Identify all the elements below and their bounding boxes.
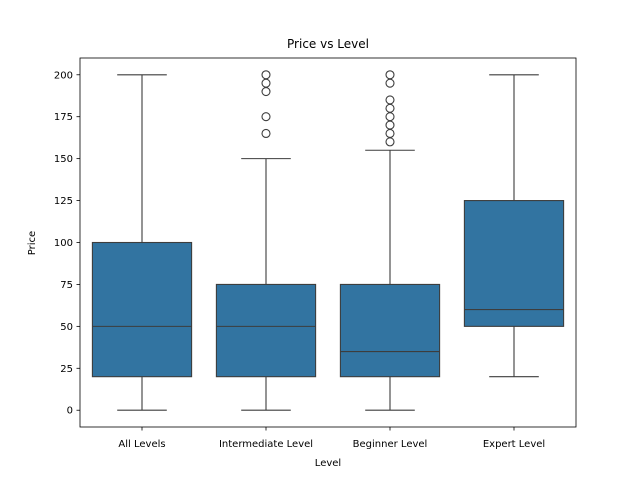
- outlier-point: [385, 78, 395, 88]
- x-tick-label: Beginner Level: [353, 439, 428, 450]
- y-tick-label: 175: [54, 112, 73, 123]
- box-iqr: [215, 283, 317, 378]
- box-iqr: [463, 200, 565, 327]
- box-group: [215, 70, 317, 411]
- box-group: [91, 74, 193, 411]
- outlier-point: [261, 78, 271, 88]
- outlier-point: [261, 128, 271, 139]
- outlier-point: [385, 137, 395, 147]
- y-axis-title: Price: [27, 231, 38, 255]
- y-tick-label: 150: [54, 154, 73, 165]
- x-tick-label: Expert Level: [483, 439, 545, 450]
- y-tick-label: 75: [60, 280, 73, 291]
- box-group: [339, 70, 441, 411]
- y-tick-label: 200: [54, 70, 73, 81]
- y-tick-label: 25: [60, 364, 73, 375]
- y-axis: 0 25 50 75 100 125 150 175 200: [54, 70, 80, 417]
- plot-area: [91, 70, 565, 411]
- outlier-point: [385, 112, 395, 122]
- chart-title: Price vs Level: [287, 37, 369, 51]
- outlier-point: [385, 95, 395, 105]
- outlier-point: [385, 120, 395, 130]
- outlier-point: [385, 128, 395, 139]
- outlier-point: [385, 70, 395, 80]
- x-axis-title: Level: [315, 458, 341, 469]
- x-tick-label: All Levels: [118, 439, 165, 450]
- box-iqr: [91, 241, 193, 378]
- y-tick-label: 125: [54, 196, 73, 207]
- x-tick-label: Intermediate Level: [219, 439, 313, 450]
- outlier-point: [261, 112, 271, 122]
- y-tick-label: 0: [67, 406, 73, 417]
- y-tick-label: 100: [54, 238, 73, 249]
- outlier-point: [385, 103, 395, 113]
- y-tick-label: 50: [60, 322, 73, 333]
- outlier-point: [261, 70, 271, 80]
- outlier-point: [261, 86, 271, 97]
- box-group: [463, 74, 565, 378]
- x-axis: All Levels Intermediate Level Beginner Lev…: [118, 427, 545, 450]
- box-iqr: [339, 283, 441, 378]
